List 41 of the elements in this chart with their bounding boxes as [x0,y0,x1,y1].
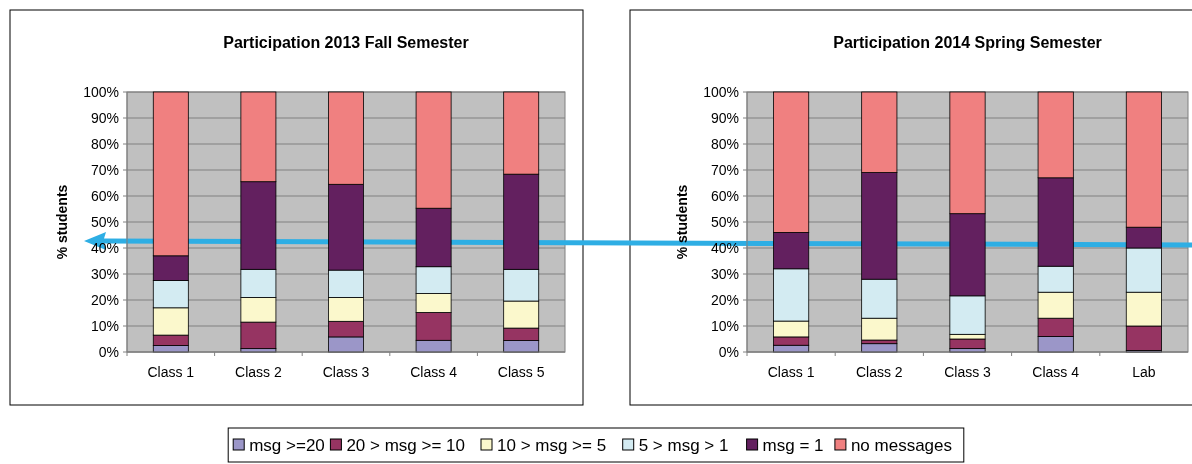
y-tick-label: 10% [710,317,739,334]
x-tick-label: Lab [1132,364,1156,380]
y-tick-label: 90% [710,109,739,126]
x-tick-label: Class 2 [235,364,282,380]
y-tick-label: 20% [710,291,739,308]
y-tick-label: 60% [710,187,739,204]
x-tick-label: Class 1 [767,364,815,380]
legend-label: no messages [850,435,953,455]
y-tick-label: 10% [90,317,119,334]
y-tick-label: 30% [90,265,119,282]
chart-title: Participation 2013 Fall Semester [223,34,469,51]
legend-label: 20 > msg >= 10 [346,435,466,455]
y-tick-label: 70% [710,161,739,178]
legend-label: 5 > msg > 1 [638,435,729,455]
y-tick-label: 90% [90,109,119,126]
x-tick-label: Class 4 [1032,364,1080,380]
y-tick-label: 50% [90,213,119,230]
y-tick-label: 0% [718,343,739,360]
y-axis-title: % students [54,184,70,260]
x-tick-label: Class 3 [322,364,370,380]
y-tick-label: 20% [90,291,119,308]
y-tick-label: 100% [703,83,739,100]
y-axis-title: % students [674,184,690,260]
y-tick-label: 100% [83,83,119,100]
x-tick-label: Class 3 [944,364,992,380]
y-tick-label: 60% [90,187,119,204]
y-tick-label: 80% [90,135,119,152]
y-tick-label: 50% [710,213,739,230]
x-tick-label: Class 2 [855,364,903,380]
legend-label: msg >=20 [249,435,325,455]
legend-label: msg = 1 [762,435,824,455]
y-tick-label: 0% [98,343,119,360]
x-tick-label: Class 4 [410,364,458,380]
y-tick-label: 70% [90,161,119,178]
y-tick-label: 30% [710,265,739,282]
chart-title: Participation 2014 Spring Semester [833,34,1102,51]
legend-label: 10 > msg >= 5 [497,435,607,455]
y-tick-label: 80% [710,135,739,152]
x-tick-label: Class 1 [147,364,195,380]
x-tick-label: Class 5 [497,364,545,380]
y-tick-label: 40% [90,239,119,256]
